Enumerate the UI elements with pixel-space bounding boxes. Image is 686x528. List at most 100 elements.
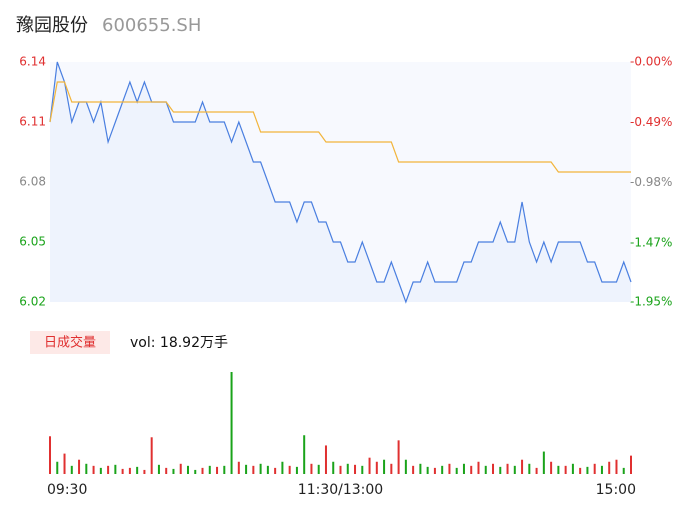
volume-bar [397,440,400,474]
volume-bar [70,465,73,474]
volume-bar [136,466,139,474]
volume-bar [615,459,618,474]
volume-bar [470,465,473,474]
volume-bar [586,466,589,474]
volume-bar [165,467,168,474]
volume-bar [593,463,596,474]
y-tick-label: 6.02 [19,295,46,309]
volume-bar [150,437,153,474]
volume-bar [252,465,255,474]
volume-bar [528,463,531,474]
y2-tick-label: -0.00% [630,55,672,69]
volume-bar [630,455,632,474]
y-tick-label: 6.14 [19,55,46,69]
volume-label: 日成交量 [44,335,96,351]
y2-tick-label: -1.47% [630,235,672,249]
volume-bar [56,461,59,474]
x-tick-label: 15:00 [596,482,636,498]
volume-bar [506,463,509,474]
volume-bar [157,464,160,474]
price-line [49,61,632,304]
volume-bar [513,465,516,474]
volume-bar [310,463,313,474]
volume-bar [535,467,538,474]
chart-title: 豫园股份 [16,15,88,36]
volume-bar [259,463,262,474]
volume-bar [230,372,233,474]
volume-bar [179,463,182,474]
volume-bar [477,461,480,474]
volume-bar [99,467,102,474]
volume-bar [361,465,364,474]
volume-bar [194,469,197,474]
volume-bar [303,435,306,474]
volume-bar [274,467,277,474]
volume-bar [441,465,444,474]
volume-bar [412,465,415,474]
volume-bar [63,453,66,474]
volume-bar [550,461,553,474]
volume-bar [608,461,611,474]
average-line [49,81,631,173]
volume-bar [368,457,371,474]
volume-bar [324,445,327,474]
volume-bar [317,464,320,474]
volume-bar [295,466,298,474]
volume-bar [433,467,436,474]
volume-bar [564,465,567,474]
volume-bar [462,463,465,474]
volume-bar [128,467,131,474]
volume-bar [332,461,335,474]
volume-bar [390,463,393,474]
volume-bar [542,451,545,474]
volume-bar [492,463,495,474]
volume-bar [557,465,560,474]
volume-bar [78,459,81,474]
y-tick-label: 6.11 [19,115,46,129]
volume-bar [579,467,582,474]
y2-tick-label: -0.98% [630,175,672,189]
volume-bar [346,463,349,474]
volume-bar [281,461,284,474]
volume-bar [571,463,574,474]
volume-bar [354,464,357,474]
volume-bar [216,466,219,474]
volume-bar [521,459,524,474]
volume-bar [404,459,407,474]
volume-bar [114,464,117,474]
y2-tick-label: -1.95% [630,295,672,309]
x-tick-label: 09:30 [47,482,87,498]
volume-bar [85,463,88,474]
volume-bar [208,465,211,474]
volume-bar [186,465,189,474]
y-tick-label: 6.08 [19,175,46,189]
volume-bar [622,467,625,474]
volume-bar [419,463,422,474]
x-tick-label: 11:30/13:00 [298,482,383,498]
volume-bar [455,467,458,474]
volume-bar [143,469,146,474]
volume-bar [484,465,487,474]
volume-bar [448,463,451,474]
volume-bar [92,465,95,474]
volume-bar [426,466,429,474]
volume-bar [499,466,502,474]
chart-subtitle: 600655.SH [102,15,201,36]
volume-bar [172,468,175,474]
y-tick-label: 6.05 [19,235,46,249]
volume-bar [375,461,378,474]
volume-bar [201,467,204,474]
volume-bar [288,465,291,474]
volume-bar [107,465,110,474]
y2-tick-label: -0.49% [630,115,672,129]
volume-bar [223,465,226,474]
volume-bar [266,465,269,474]
volume-text: vol: 18.92万手 [130,335,228,351]
volume-bar [245,464,248,474]
volume-bar [339,465,342,474]
volume-bar [237,461,240,474]
volume-label-bg [30,331,110,354]
volume-bar [600,465,603,474]
volume-bar [121,468,124,474]
